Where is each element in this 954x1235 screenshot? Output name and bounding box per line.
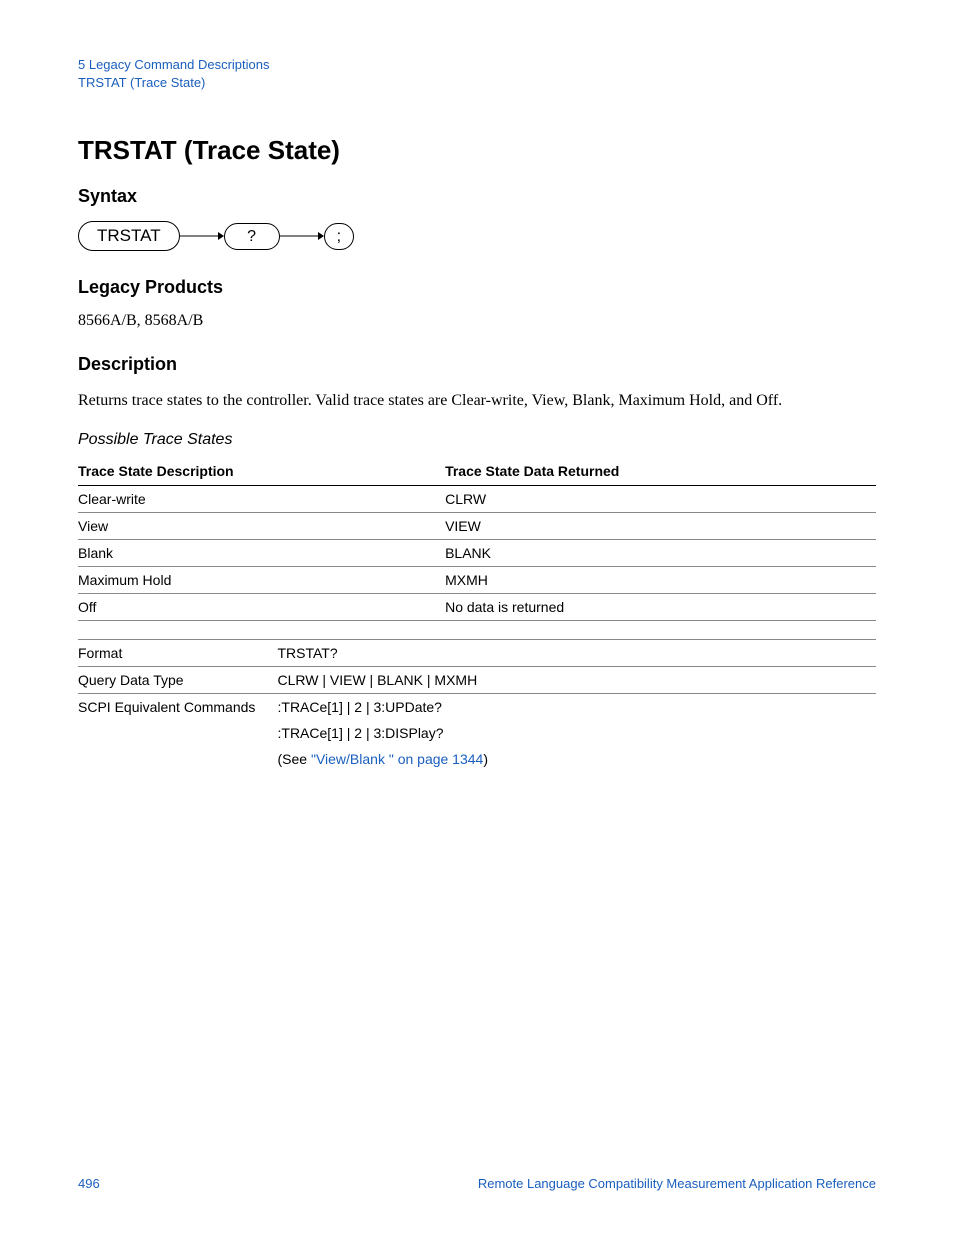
table-row: Blank BLANK (78, 540, 876, 567)
meta-label-empty (78, 746, 278, 772)
table-row: Maximum Hold MXMH (78, 567, 876, 594)
table-row: :TRACe[1] | 2 | 3:DISPlay? (78, 720, 876, 746)
table-row: View VIEW (78, 513, 876, 540)
table-cell: No data is returned (445, 594, 876, 621)
table-row: Clear-write CLRW (78, 486, 876, 513)
syntax-arrow-1 (180, 229, 224, 243)
header-line-2: TRSTAT (Trace State) (78, 74, 876, 92)
meta-value: :TRACe[1] | 2 | 3:UPDate? (278, 694, 877, 721)
doc-title: Remote Language Compatibility Measuremen… (478, 1176, 876, 1191)
trace-states-table: Trace State Description Trace State Data… (78, 457, 876, 621)
page: 5 Legacy Command Descriptions TRSTAT (Tr… (0, 0, 954, 1235)
table-cell: Off (78, 594, 445, 621)
meta-table: Format TRSTAT? Query Data Type CLRW | VI… (78, 639, 876, 772)
meta-label: SCPI Equivalent Commands (78, 694, 278, 721)
meta-label: Query Data Type (78, 667, 278, 694)
table-cell: Maximum Hold (78, 567, 445, 594)
meta-label-empty (78, 720, 278, 746)
description-heading: Description (78, 354, 876, 375)
syntax-node-question: ? (224, 223, 280, 250)
table-cell: Blank (78, 540, 445, 567)
header-line-1: 5 Legacy Command Descriptions (78, 56, 876, 74)
legacy-products-heading: Legacy Products (78, 277, 876, 298)
syntax-diagram: TRSTAT ? ; (78, 221, 876, 251)
syntax-arrow-2 (280, 229, 324, 243)
possible-states-heading: Possible Trace States (78, 431, 876, 449)
table-cell: VIEW (445, 513, 876, 540)
table-cell: CLRW (445, 486, 876, 513)
see-suffix: ) (483, 751, 488, 767)
table-row: Query Data Type CLRW | VIEW | BLANK | MX… (78, 667, 876, 694)
page-title: TRSTAT (Trace State) (78, 135, 876, 166)
meta-value: CLRW | VIEW | BLANK | MXMH (278, 667, 877, 694)
meta-value: (See "View/Blank " on page 1344) (278, 746, 877, 772)
spacer (78, 621, 876, 639)
see-prefix: (See (278, 751, 311, 767)
table-header-cell: Trace State Description (78, 457, 445, 486)
table-row: Off No data is returned (78, 594, 876, 621)
syntax-node-trstat: TRSTAT (78, 221, 180, 251)
table-header-cell: Trace State Data Returned (445, 457, 876, 486)
page-footer: 496 Remote Language Compatibility Measur… (78, 1176, 876, 1191)
legacy-products-text: 8566A/B, 8568A/B (78, 312, 876, 330)
table-cell: BLANK (445, 540, 876, 567)
running-header: 5 Legacy Command Descriptions TRSTAT (Tr… (78, 56, 876, 91)
meta-label: Format (78, 640, 278, 667)
table-cell: Clear-write (78, 486, 445, 513)
table-cell: MXMH (445, 567, 876, 594)
table-row: Format TRSTAT? (78, 640, 876, 667)
description-text: Returns trace states to the controller. … (78, 389, 876, 413)
meta-value: TRSTAT? (278, 640, 877, 667)
table-row: (See "View/Blank " on page 1344) (78, 746, 876, 772)
cross-reference-link[interactable]: "View/Blank " on page 1344 (311, 751, 483, 767)
meta-value: :TRACe[1] | 2 | 3:DISPlay? (278, 720, 877, 746)
spacer (78, 91, 876, 135)
page-number: 496 (78, 1176, 100, 1191)
table-header-row: Trace State Description Trace State Data… (78, 457, 876, 486)
syntax-node-semicolon: ; (324, 223, 354, 250)
table-row: SCPI Equivalent Commands :TRACe[1] | 2 |… (78, 694, 876, 721)
syntax-heading: Syntax (78, 186, 876, 207)
table-cell: View (78, 513, 445, 540)
